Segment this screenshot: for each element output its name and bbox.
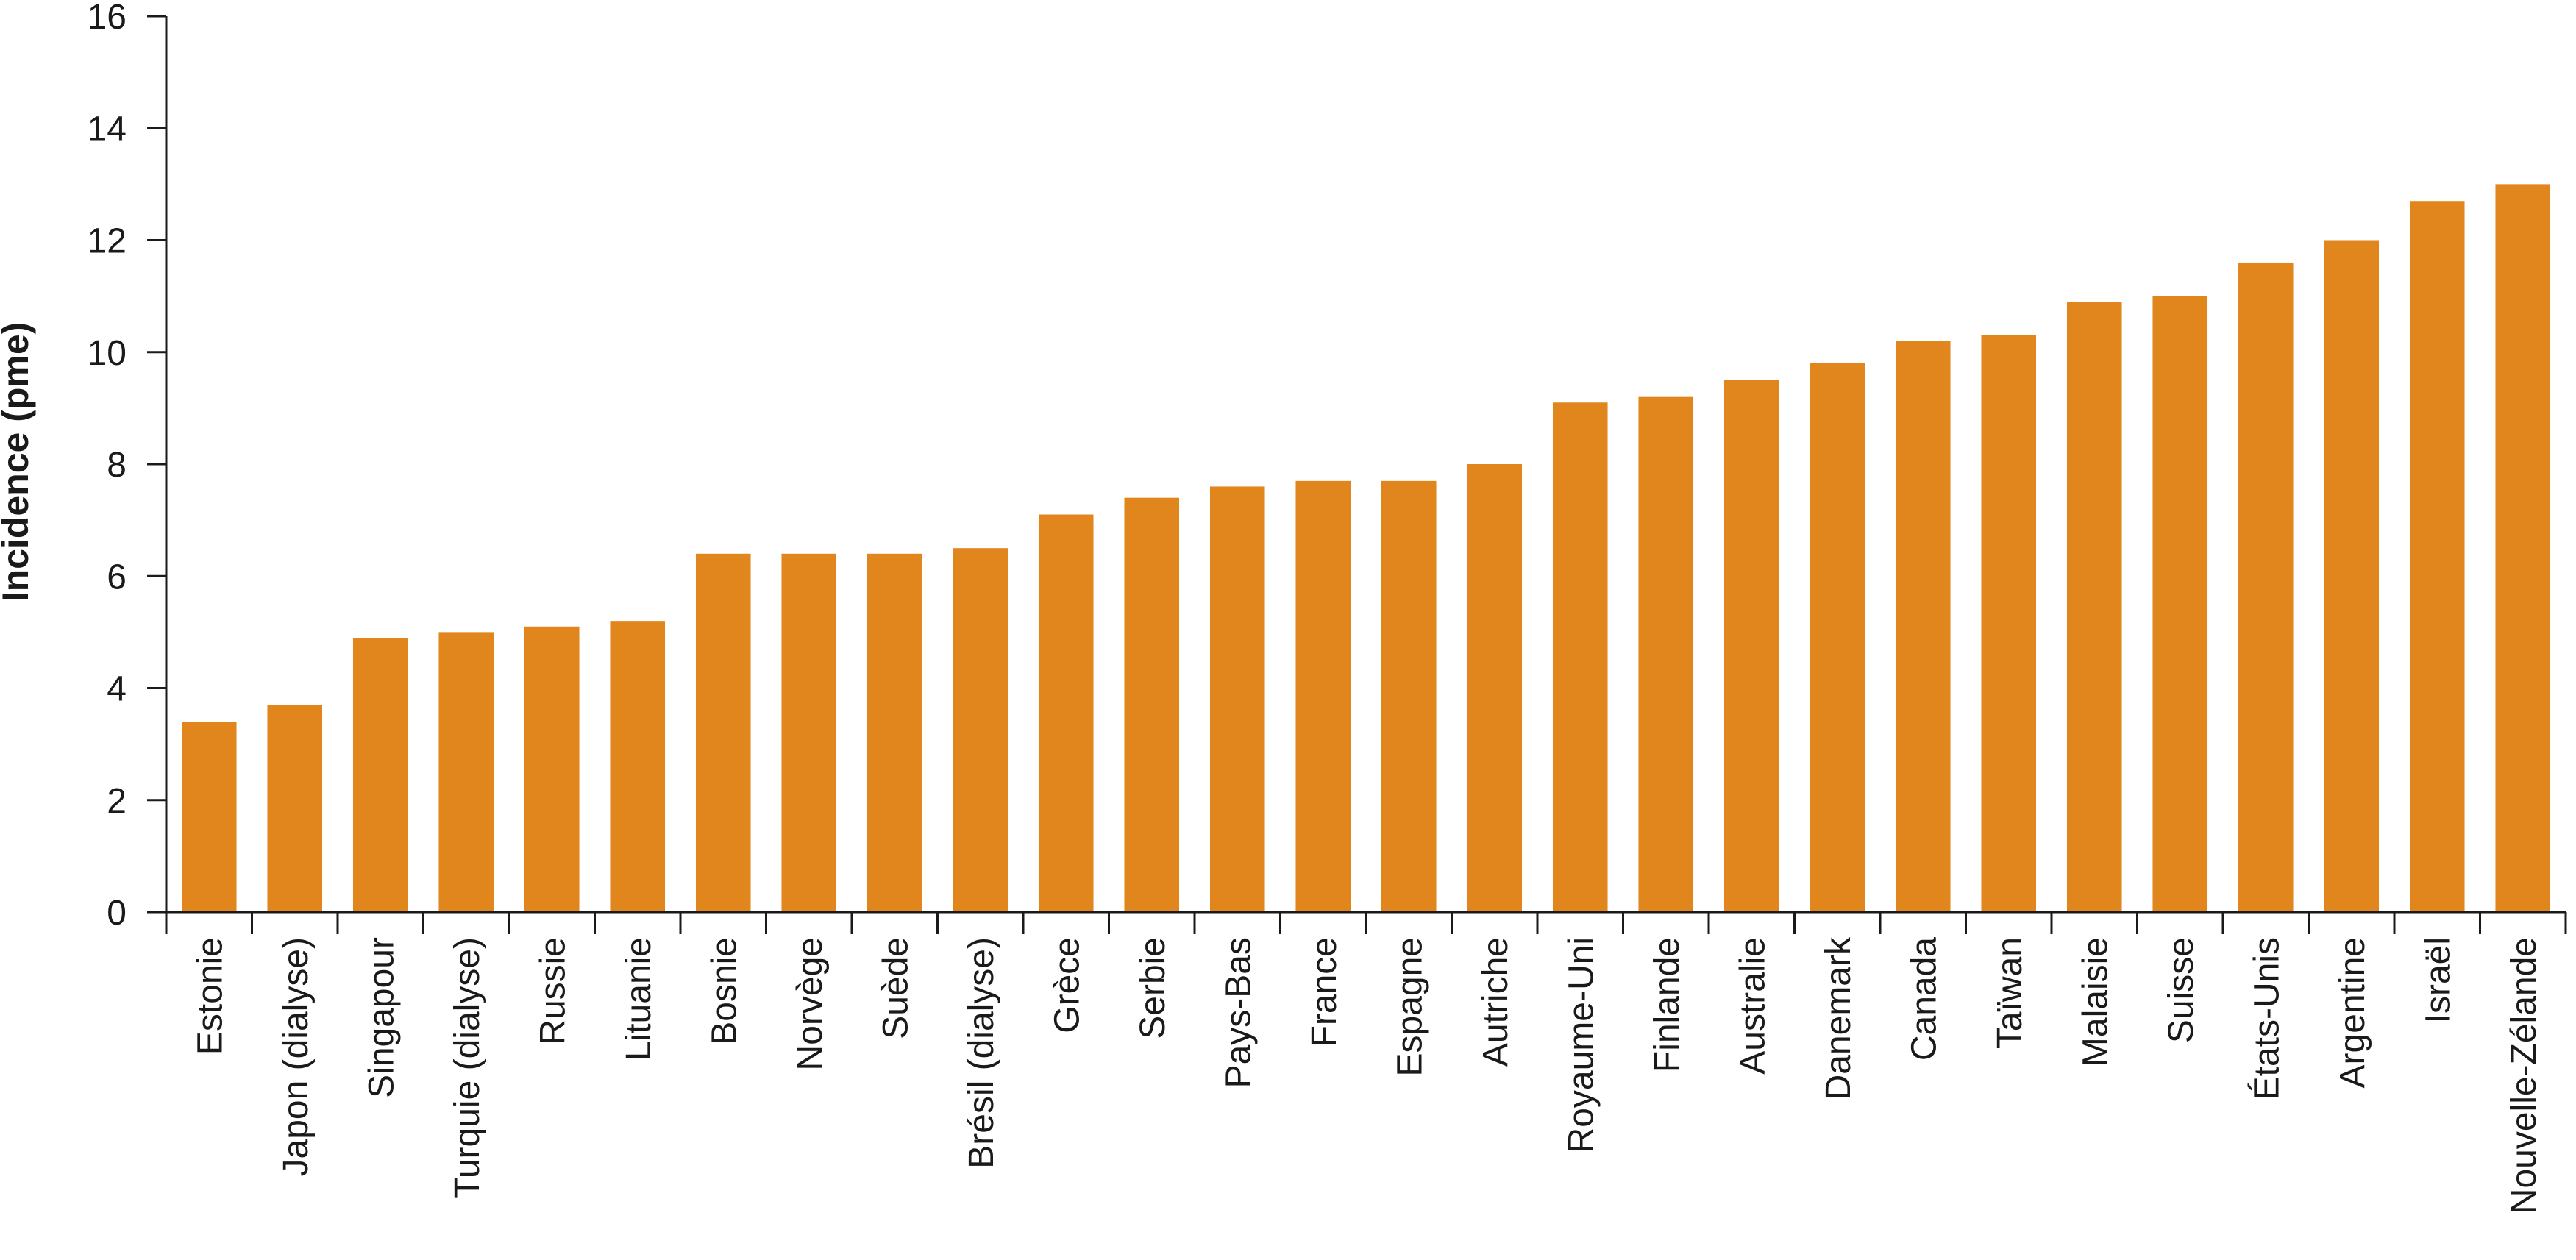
x-tick-label: Grèce [1047, 937, 1086, 1033]
y-tick-label: 14 [88, 110, 127, 149]
bar [1209, 486, 1265, 912]
x-tick-label: Australie [1733, 937, 1772, 1075]
bar [1895, 341, 1951, 912]
x-tick-label: Bosnie [705, 937, 744, 1045]
bar [1723, 380, 1779, 912]
bar [2152, 296, 2208, 912]
bar [1638, 396, 1694, 912]
bar [352, 637, 408, 912]
bar [781, 553, 837, 912]
x-tick-label: Danemark [1819, 936, 1858, 1100]
bar [2238, 262, 2294, 912]
bar [1295, 480, 1351, 912]
x-tick-label: Suisse [2162, 937, 2201, 1043]
bar [2066, 302, 2122, 912]
x-tick-label: Suède [876, 937, 915, 1039]
bar [181, 722, 237, 912]
y-tick-label: 8 [107, 446, 127, 485]
x-tick-label: États-Unis [2247, 937, 2286, 1100]
bars-group [181, 184, 2551, 913]
x-tick-label: Autriche [1476, 937, 1515, 1067]
bar [1810, 363, 1865, 913]
x-tick-label: Malaisie [2076, 937, 2115, 1067]
x-tick-label: Israël [2419, 937, 2458, 1023]
y-tick-label: 4 [107, 670, 127, 709]
bar [2495, 184, 2551, 912]
bar [1981, 335, 2037, 913]
x-tick-group: Estonie Japon (dialyse) Singapour Turquie (… [165, 912, 2567, 1214]
y-tick-label: 12 [88, 222, 127, 261]
x-tick-label: Argentine [2333, 937, 2372, 1088]
bar [1038, 514, 1094, 912]
bar [867, 553, 922, 912]
x-tick-label: Nouvelle-Zélande [2505, 937, 2544, 1214]
y-tick-label: 6 [107, 558, 127, 597]
bar [610, 621, 666, 912]
bar [524, 626, 580, 912]
bar [267, 705, 323, 912]
x-tick-label: Pays-Bas [1219, 937, 1258, 1088]
x-tick-label: Norvège [791, 937, 830, 1070]
x-tick-label: Brésil (dialyse) [962, 937, 1001, 1169]
x-tick-label: Estonie [191, 937, 230, 1055]
x-tick-label: Singapour [362, 937, 401, 1098]
x-tick-label: Espagne [1390, 937, 1429, 1077]
y-tick-label: 0 [107, 894, 127, 933]
x-tick-label: Russie [533, 937, 572, 1045]
x-tick-label: Japon (dialyse) [277, 937, 316, 1177]
bar [1124, 497, 1180, 912]
bar [695, 553, 751, 912]
y-tick-group: 0 2 4 6 8 10 12 14 16 [88, 0, 166, 933]
x-tick-label: Royaume-Uni [1562, 937, 1601, 1153]
y-tick-label: 2 [107, 782, 127, 821]
x-tick-label: Taïwan [1990, 937, 2029, 1049]
bar [438, 632, 494, 912]
y-tick-label: 16 [88, 0, 127, 37]
x-tick-label: Finlande [1648, 937, 1687, 1072]
bar [2409, 201, 2465, 912]
x-tick-label: Lituanie [619, 937, 658, 1061]
bar [1381, 480, 1437, 912]
x-tick-label: Turquie (dialyse) [448, 937, 487, 1199]
y-axis-title: Incidence (pme) [0, 322, 36, 602]
x-tick-label: France [1305, 937, 1344, 1047]
x-tick-label: Canada [1904, 937, 1943, 1061]
bar [1467, 464, 1523, 912]
x-tick-label: Serbie [1134, 937, 1173, 1039]
bar [2324, 240, 2380, 912]
bar [953, 548, 1008, 912]
bar [1552, 402, 1608, 912]
y-tick-label: 10 [88, 334, 127, 373]
